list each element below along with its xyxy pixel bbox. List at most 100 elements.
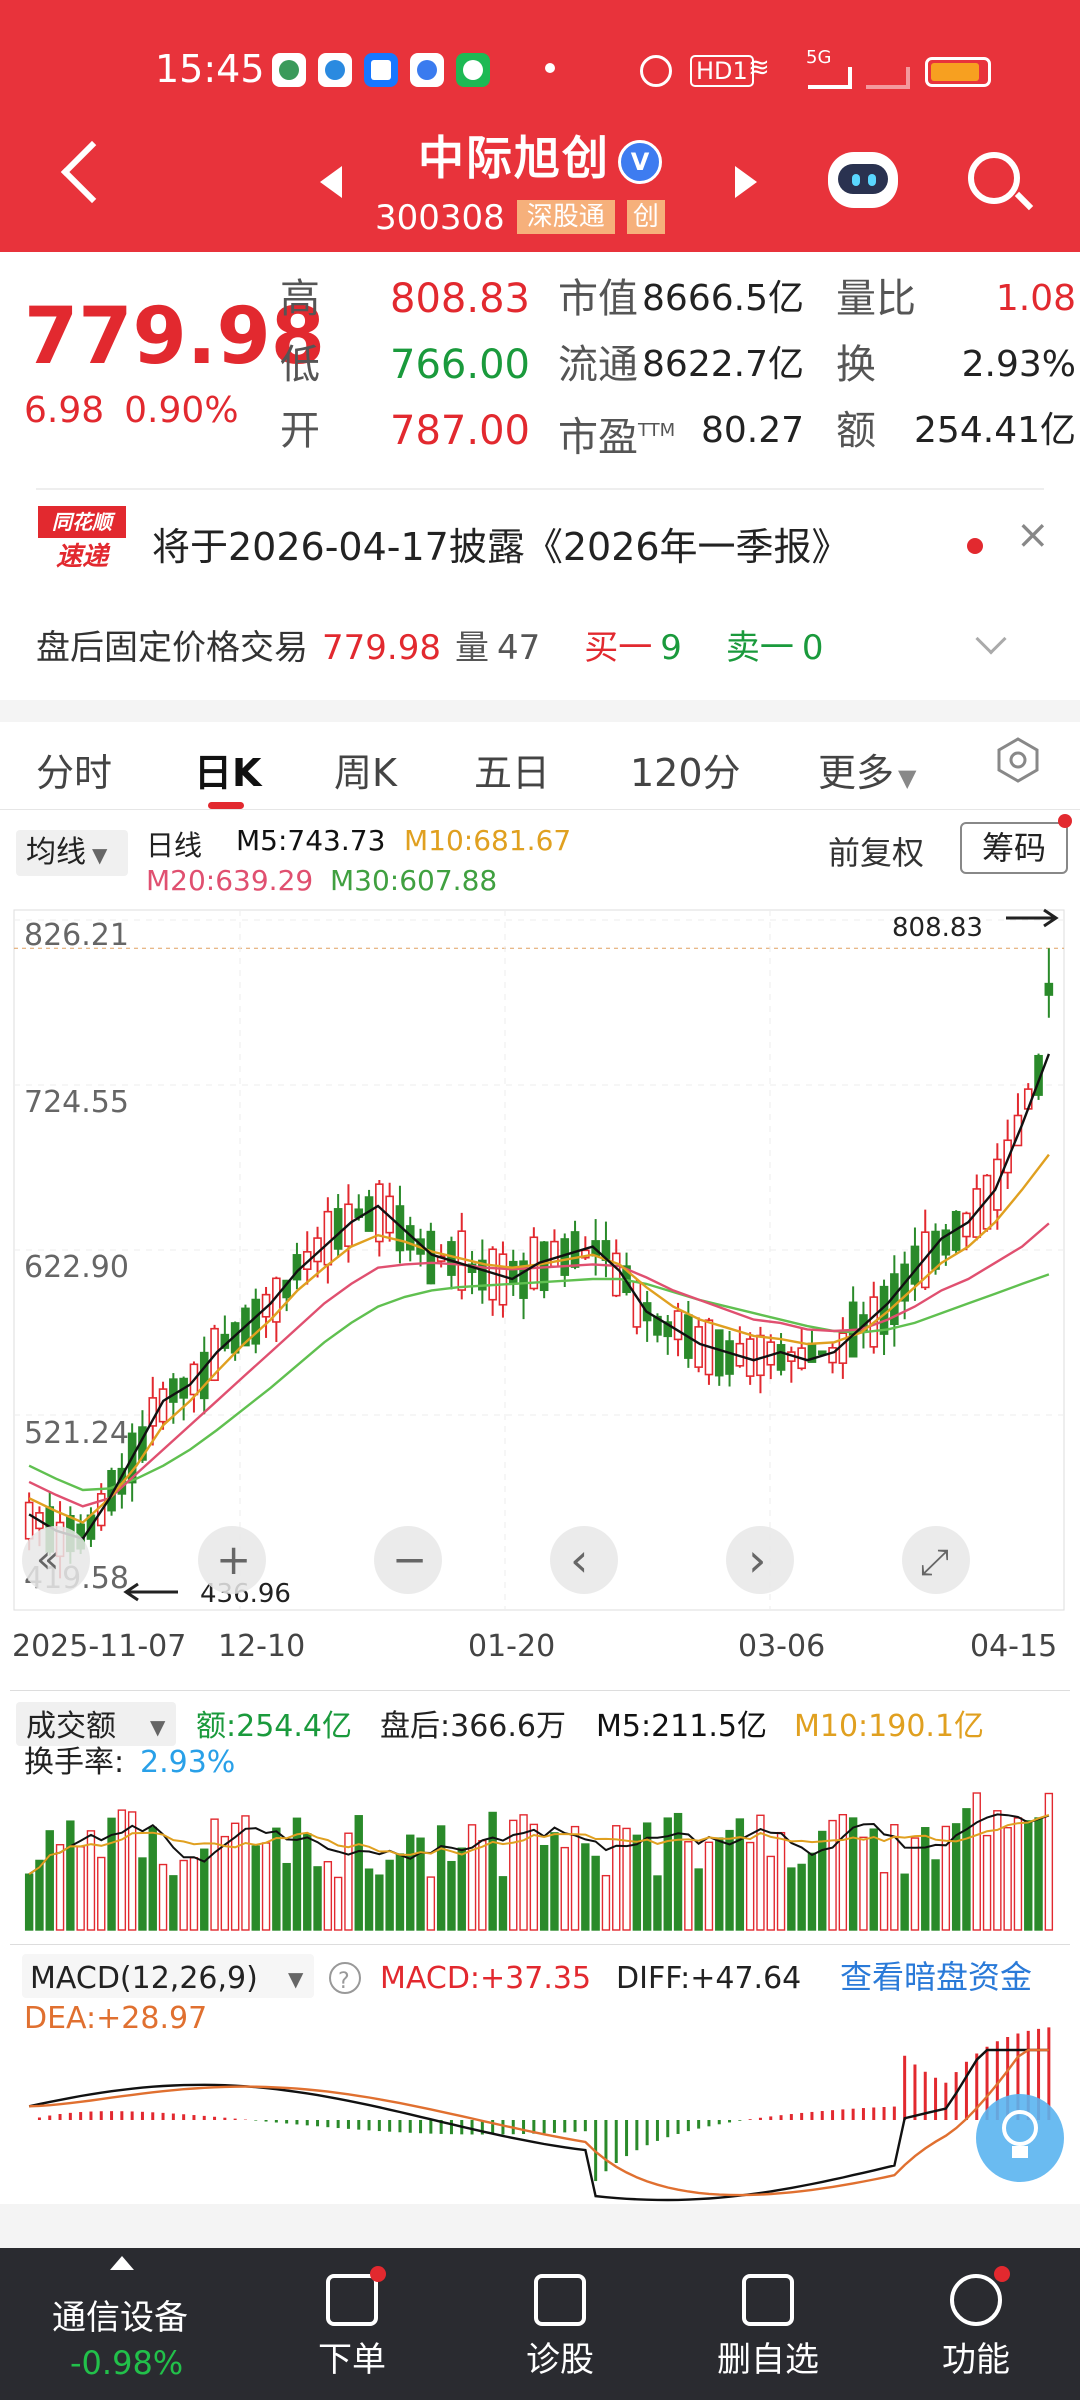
x-tick-label: 12-10 [218,1629,305,1664]
volume-bar [364,1868,374,1931]
volume-bar [539,1844,549,1931]
volume-m5-line [28,1813,1050,1876]
tab-daily-k[interactable]: 日K [194,751,262,795]
diagnose-icon [534,2274,586,2326]
caret-down-icon: ▼ [898,764,917,792]
pe-value: 80.27 [700,410,804,451]
notice-banner[interactable]: 同花顺 速递 将于2026-04-17披露《2026年一季报》 × [0,488,1080,598]
chips-button[interactable]: 筹码 [960,822,1068,874]
volume-bar [818,1830,827,1931]
section-separator [0,2204,1080,2248]
ai-assistant-icon[interactable] [828,152,898,208]
quote-col-2: 市值 8666.5亿 流通 8622.7亿 市盈TTM 80.27 [558,266,804,464]
adjust-mode[interactable]: 前复权 [828,834,925,872]
volume-amount: 额:254.4亿 [196,1709,352,1744]
candle-body [1034,1054,1043,1096]
volume-bar [251,1845,260,1931]
candle-body [560,1238,570,1276]
candle-body [24,1501,34,1540]
candle-body [1013,1114,1023,1147]
buy1-label: 买一 [584,628,653,668]
plus-icon: + [216,1535,251,1584]
more-dot-icon [545,63,555,73]
diff-value: DIFF:+47.64 [616,1961,801,1996]
zoom-in-button[interactable]: + [198,1526,266,1594]
volume-bar [323,1861,333,1931]
volume-bar [766,1855,775,1931]
volume-bar [529,1823,539,1931]
ma30-line [28,1273,1050,1492]
help-icon[interactable] [329,1962,361,1994]
after-hours-price: 779.98 [322,628,441,668]
dark-pool-link[interactable]: 查看暗盘资金 [840,1958,1032,1996]
scroll-left-button[interactable]: ‹ [550,1526,618,1594]
logo-bottom-text: 速递 [55,542,108,572]
volume-legend: 成交额 ▼ 额:254.4亿 盘后:366.6万 M5:211.5亿 M10:1… [16,1702,984,1780]
after-hours-label: 盘后固定价格交易 [36,628,308,668]
chevron-left-icon: ‹ [570,1533,588,1587]
macd-selector[interactable] [22,1954,314,1998]
chevron-down-icon[interactable] [975,623,1007,655]
volume-selector[interactable] [16,1702,176,1746]
tab-five-day[interactable]: 五日 [474,751,551,795]
nav-order[interactable]: 下单 [262,2266,442,2381]
volume-bar [941,1825,951,1931]
candle-body [251,1298,261,1345]
fullscreen-button[interactable]: ⤢ [902,1526,970,1594]
prev-stock-icon[interactable] [320,166,342,198]
tab-intraday[interactable]: 分时 [36,751,113,795]
candle-body [756,1334,765,1377]
kline-chart[interactable]: 826.21 724.55 622.90 521.24 419.58 808.8… [0,900,1080,2240]
next-stock-icon[interactable] [735,166,757,198]
chart-tabs: 分时 日K 周K 五日 120分 更多 ▼ [0,724,1080,810]
volume-bar [344,1832,353,1931]
settings-icon[interactable] [994,736,1042,784]
candle-body [581,1249,590,1259]
nav-functions-label: 功能 [942,2340,1010,2380]
tab-weekly-k[interactable]: 周K [334,751,397,795]
volume-bar [622,1827,631,1931]
notice-text[interactable]: 将于2026-04-17披露《2026年一季报》 [152,525,850,569]
wifi-icon: ≋ [748,53,770,83]
volume-bar [745,1841,755,1931]
volume-bar [869,1828,878,1931]
volume-bar [292,1817,302,1931]
tips-button[interactable] [976,2094,1064,2182]
ma-selector[interactable]: 均线 ▼ [16,830,128,876]
close-icon[interactable]: × [1016,512,1050,558]
candle-body [611,1252,621,1297]
x-tick-label: 2025-11-07 [12,1629,186,1664]
volume-ma-lines [28,1813,1050,1876]
after-hours-trade[interactable]: 盘后固定价格交易 779.98 量 47 买一 9 卖一 0 [36,620,838,669]
volume-bar [509,1819,518,1931]
stock-code: 300308 [375,198,505,238]
bottom-nav: 通信设备 -0.98% 下单 诊股 删自选 功能 [0,2248,1080,2400]
candle-body [1044,982,1054,996]
candle-body [776,1344,786,1371]
volume-bar [220,1835,230,1931]
tab-120min[interactable]: 120分 [630,751,741,795]
nav-functions[interactable]: 功能 [886,2266,1066,2381]
volume-bar [467,1824,477,1931]
volume-bar [951,1823,961,1931]
candle-body [426,1230,436,1285]
arrow-head [123,1582,139,1602]
industry-name[interactable]: 通信设备 [52,2298,188,2338]
search-icon[interactable] [968,152,1020,204]
float-cap-value: 8622.7亿 [642,344,804,385]
ma-lines [28,1053,1051,1541]
candle-body [447,1241,456,1276]
volume-bar [478,1840,487,1931]
zoom-out-button[interactable]: − [374,1526,442,1594]
price-change: 6.98 0.90% [24,390,239,431]
alipay-icon [364,53,398,87]
tab-more[interactable]: 更多 ▼ [818,742,916,797]
collapse-button[interactable]: « [22,1526,90,1594]
volume-bar [272,1827,281,1931]
nav-remove-watch-label: 删自选 [717,2340,819,2380]
x-axis-labels: 2025-11-07 12-10 01-20 03-06 04-15 [12,1629,1057,1664]
scroll-right-button[interactable]: › [726,1526,794,1594]
nav-remove-watch[interactable]: 删自选 [678,2268,858,2381]
nav-diagnose[interactable]: 诊股 [470,2268,650,2381]
candle-body [570,1231,580,1268]
